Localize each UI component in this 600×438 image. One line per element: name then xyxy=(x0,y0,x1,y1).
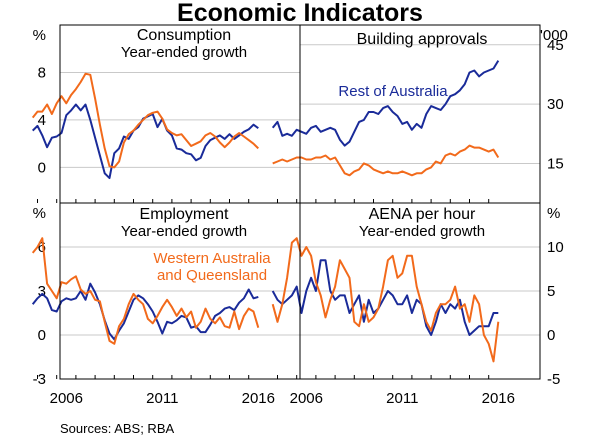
panel-2: 45 30 15 '000 Building approvals Rest of Aust… xyxy=(271,27,568,203)
series-line-wa-qld xyxy=(31,72,259,169)
y-unit-label: % xyxy=(547,205,560,222)
panel-title: Building approvals xyxy=(357,31,488,48)
frame xyxy=(59,24,541,380)
y-tick-label: 4 xyxy=(38,112,46,129)
x-tick-label: 2011 xyxy=(146,390,178,407)
panel-title: AENA per hour xyxy=(369,206,476,223)
y-unit-label: '000 xyxy=(540,27,568,44)
series-annotation: Rest of Australia xyxy=(338,83,448,100)
x-tick-label: 2016 xyxy=(482,390,515,407)
y-tick-label: 3 xyxy=(38,283,46,300)
y-tick-label: -3 xyxy=(33,371,46,388)
series-annotation: and Queensland xyxy=(157,267,267,284)
y-tick-label: 45 xyxy=(547,37,564,54)
panel-title: Employment xyxy=(140,206,229,223)
series-line-rest-of-australia xyxy=(31,282,259,341)
y-unit-label: % xyxy=(33,27,46,44)
x-tick-label: 2006 xyxy=(290,390,323,407)
y-tick-label: 0 xyxy=(547,327,555,344)
panel-subtitle: Year-ended growth xyxy=(121,223,247,240)
series-line-rest-of-australia xyxy=(271,259,499,336)
series-line-wa-qld xyxy=(31,237,260,345)
y-tick-label: 5 xyxy=(547,283,555,300)
series-line-wa-qld xyxy=(272,144,500,177)
y-tick-label: 0 xyxy=(38,159,46,176)
series-line-rest-of-australia xyxy=(271,60,500,147)
panel-subtitle: Year-ended growth xyxy=(359,223,485,240)
x-tick-label: 2011 xyxy=(386,390,418,407)
y-tick-label: 30 xyxy=(547,96,564,113)
x-tick-label: 2016 xyxy=(242,390,275,407)
panel-title: Consumption xyxy=(137,27,231,44)
y-tick-label: -5 xyxy=(547,371,560,388)
x-tick-label: 2006 xyxy=(50,390,83,407)
series-line-wa-qld xyxy=(271,237,500,363)
chart-title: Economic Indicators xyxy=(177,0,423,27)
y-tick-label: 8 xyxy=(38,64,46,81)
series-annotation: Western Australia xyxy=(153,250,271,267)
y-tick-label: 6 xyxy=(38,239,46,256)
y-tick-label: 10 xyxy=(547,239,564,256)
y-tick-label: 0 xyxy=(38,327,46,344)
y-unit-label: % xyxy=(33,205,46,222)
panel-subtitle: Year-ended growth xyxy=(121,44,247,61)
source-note: Sources: ABS; RBA xyxy=(60,421,174,436)
y-tick-label: 15 xyxy=(547,155,564,172)
